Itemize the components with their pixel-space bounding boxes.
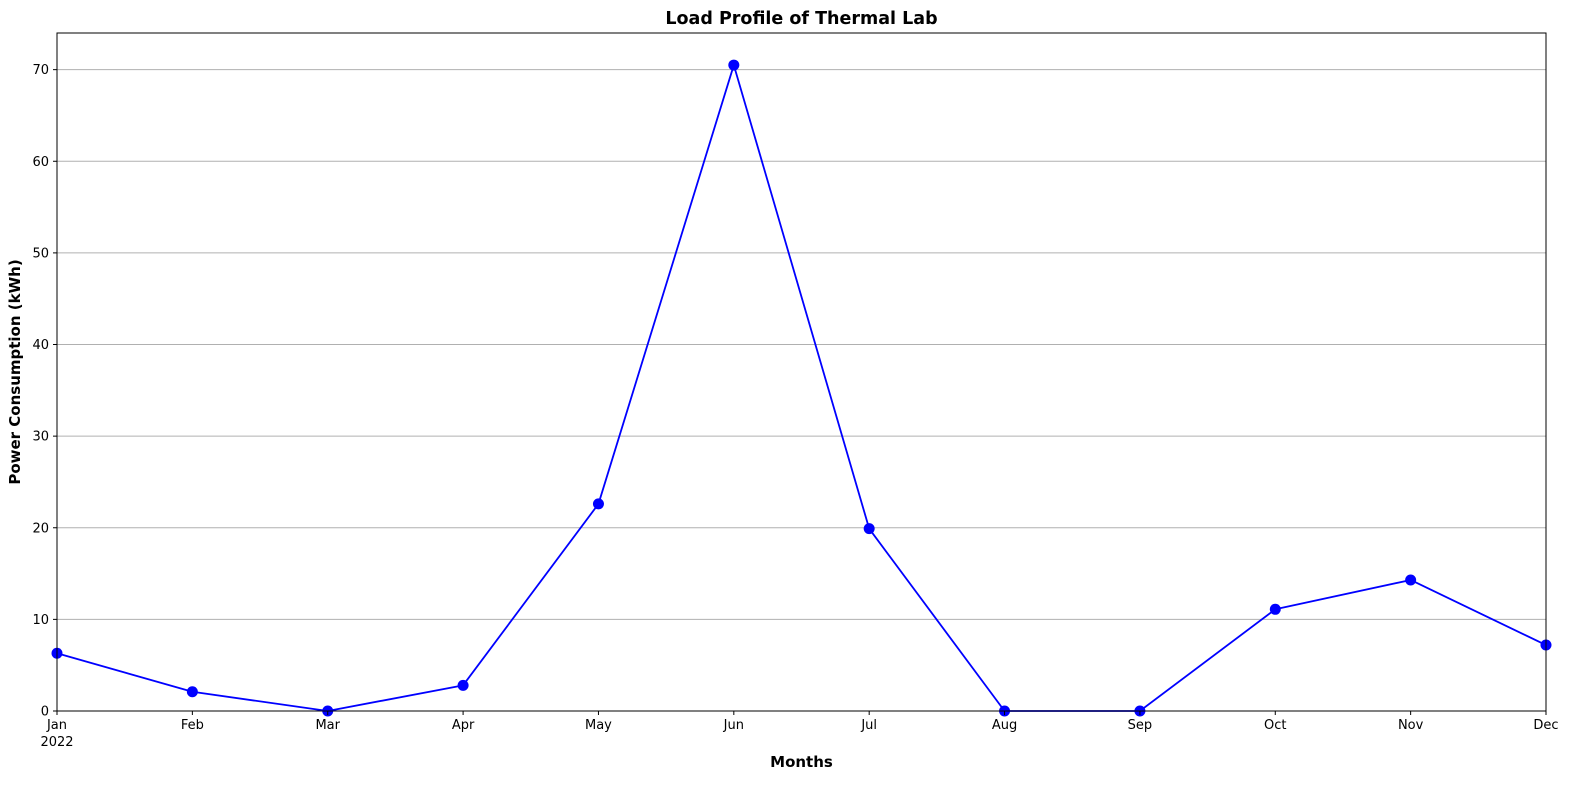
y-tick-label: 20 (32, 521, 49, 536)
data-point (592, 498, 604, 510)
y-tick-label: 70 (32, 63, 49, 78)
x-tick-label: Jun (723, 718, 744, 733)
y-axis-title: Power Consumption (kWh) (6, 259, 24, 484)
plot-frame (56, 32, 1547, 712)
x-tick-label: May (585, 718, 612, 733)
x-tick-label: Oct (1264, 718, 1286, 733)
x-axis-ticks: Jan Feb Mar Apr May Jun Jul Aug Sep Oct Nov Dec 2022 (40, 711, 1559, 750)
series-layer (51, 59, 1552, 717)
x-tick-label: Feb (181, 718, 204, 733)
y-tick-label: 0 (41, 705, 49, 720)
x-tick-label: Apr (452, 718, 475, 733)
x-year-label: 2022 (40, 735, 73, 750)
y-tick-label: 60 (32, 155, 49, 170)
data-point (1269, 603, 1281, 615)
data-point (457, 679, 469, 691)
x-tick-label: Dec (1533, 718, 1558, 733)
data-point (186, 686, 198, 698)
y-tick-label: 30 (32, 430, 49, 445)
data-point (863, 523, 875, 535)
series-line (56, 64, 1547, 712)
chart-title: Load Profile of Thermal Lab (665, 9, 937, 29)
y-tick-label: 40 (32, 338, 49, 353)
y-tick-label: 10 (32, 613, 49, 628)
x-axis-title: Months (770, 753, 833, 771)
data-point (1405, 574, 1417, 586)
x-tick-label: Nov (1398, 718, 1424, 733)
x-tick-label: Mar (315, 718, 340, 733)
x-tick-label: Jan (46, 718, 67, 733)
x-tick-label: Aug (992, 718, 1017, 733)
x-tick-label: Sep (1128, 718, 1153, 733)
x-tick-label: Jul (860, 718, 877, 733)
grid-lines (57, 69, 1546, 712)
data-point (728, 59, 740, 71)
y-tick-label: 50 (32, 246, 49, 261)
y-axis-ticks: 0 10 20 30 40 50 60 70 (32, 63, 57, 720)
